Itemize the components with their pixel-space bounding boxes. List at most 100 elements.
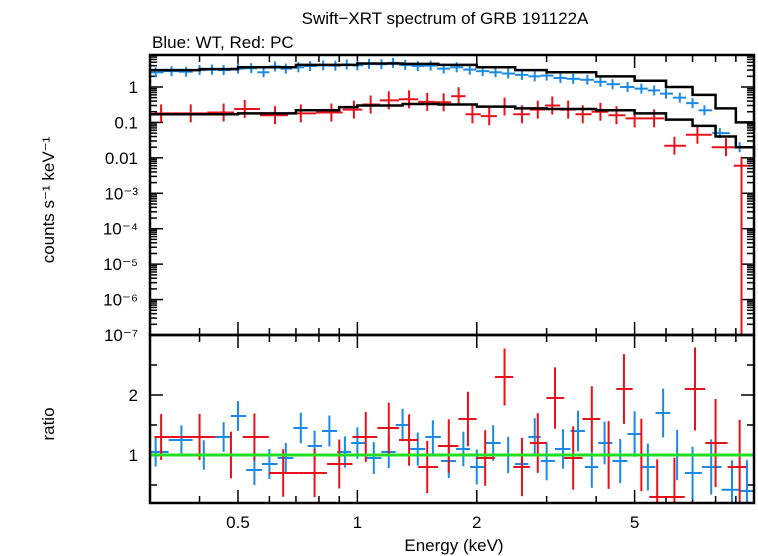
wt-spectrum-point: [620, 81, 635, 92]
model-step-line: [150, 62, 756, 131]
y-tick-label: 2: [129, 386, 138, 405]
y-tick-label: 10⁻³: [104, 184, 138, 203]
pc-ratio-point: [649, 459, 666, 502]
y-tick-label: 10⁻⁶: [103, 291, 138, 310]
pc-spectrum-point: [435, 93, 452, 112]
wt-ratio-point: [277, 442, 294, 474]
pc-spectrum-point: [529, 100, 546, 119]
pc-spectrum-point: [644, 109, 665, 128]
pc-spectrum-point: [664, 136, 686, 155]
y-tick-label: 10⁻⁷: [104, 326, 138, 345]
pc-spectrum-point: [207, 103, 235, 122]
pc-ratio-point: [377, 402, 399, 454]
pc-ratio-point: [727, 419, 747, 502]
model-step-line: [150, 102, 756, 158]
wt-ratio-point: [584, 446, 599, 488]
x-tick-label: 2: [472, 513, 481, 532]
pc-ratio-point: [705, 399, 728, 487]
wt-ratio-point: [230, 401, 247, 431]
wt-ratio-point: [701, 439, 722, 495]
wt-spectrum-point: [553, 72, 567, 83]
pc-ratio-point: [458, 391, 477, 447]
pc-spectrum-point: [342, 100, 363, 119]
wt-ratio-point: [598, 421, 613, 465]
pc-ratio-point: [242, 413, 269, 461]
pc-spectrum-point: [451, 87, 466, 106]
pc-ratio-point: [684, 347, 706, 431]
wt-spectrum-point: [698, 105, 713, 116]
wt-spectrum-point: [672, 92, 687, 103]
wt-spectrum-point: [528, 71, 541, 82]
pc-ratio-point: [494, 348, 514, 406]
pc-ratio-point: [476, 430, 495, 486]
x-tick-label: 1: [353, 513, 362, 532]
wt-ratio-point: [528, 418, 541, 456]
pc-spectrum-point: [608, 106, 626, 125]
pc-ratio-point: [546, 367, 565, 429]
pc-spectrum-point: [316, 103, 343, 122]
x-tick-label: 5: [630, 513, 639, 532]
wt-ratio-point: [293, 412, 308, 444]
pc-ratio-point: [438, 419, 459, 473]
wt-spectrum-point: [566, 73, 581, 84]
pc-spectrum-point: [234, 99, 260, 118]
chart-subtitle: Blue: WT, Red: PC: [152, 33, 294, 52]
pc-ratio-point: [326, 439, 353, 489]
wt-ratio-point: [554, 429, 571, 469]
pc-ratio-point: [268, 449, 299, 497]
pc-ratio-point: [154, 414, 181, 460]
data-marks: [149, 57, 756, 502]
wt-spectrum-point: [489, 67, 502, 78]
x-axis-label: Energy (keV): [404, 536, 503, 555]
wt-ratio-point: [213, 422, 231, 452]
wt-spectrum-point: [178, 66, 193, 77]
wt-ratio-point: [410, 432, 426, 466]
y-tick-label: 0.1: [114, 113, 138, 132]
wt-spectrum-point: [501, 68, 516, 79]
pc-spectrum-point: [259, 106, 288, 125]
wt-ratio-point: [321, 415, 338, 447]
pc-spectrum-point: [465, 105, 481, 124]
pc-ratio-point: [398, 414, 419, 466]
wt-spectrum-point: [280, 63, 293, 74]
wt-ratio-point: [739, 460, 754, 502]
wt-spectrum-point: [463, 64, 477, 75]
wt-ratio-point: [627, 411, 642, 457]
wt-spectrum-point: [515, 69, 529, 80]
pc-ratio-point: [529, 413, 547, 473]
y-tick-label: 10⁻⁴: [103, 220, 138, 239]
pc-ratio-point: [665, 457, 685, 502]
pc-ratio-point: [298, 448, 327, 498]
x-tick-label: 0.5: [226, 513, 250, 532]
wt-spectrum-point: [660, 88, 673, 99]
wt-ratio-point: [261, 448, 278, 480]
pc-spectrum-point: [685, 125, 712, 144]
y-tick-label: 1: [129, 446, 138, 465]
wt-ratio-point: [612, 438, 628, 484]
wt-ratio-point: [168, 425, 193, 455]
ratio-panel-frame: [148, 333, 756, 505]
wt-spectrum-point: [647, 85, 661, 96]
pc-ratio-point: [513, 437, 530, 497]
pc-spectrum-point: [545, 96, 561, 115]
pc-spectrum-point: [418, 92, 436, 111]
wt-ratio-point: [456, 431, 471, 467]
wt-ratio-point: [365, 442, 382, 474]
pc-ratio-point: [180, 413, 216, 461]
wt-ratio-point: [149, 437, 169, 467]
pc-ratio-point: [582, 386, 601, 452]
wt-spectrum-point: [580, 74, 594, 85]
wt-spectrum-point: [606, 79, 621, 90]
wt-spectrum-point: [424, 60, 438, 71]
wt-ratio-point: [655, 388, 671, 438]
wt-spectrum-point: [411, 61, 425, 72]
y-tick-label: 0.01: [105, 149, 138, 168]
wt-ratio-point: [395, 408, 411, 442]
wt-spectrum-point: [634, 83, 648, 94]
pc-spectrum-point: [480, 107, 497, 126]
pc-spectrum-point: [591, 102, 609, 121]
wt-spectrum-point: [257, 67, 270, 78]
wt-ratio-point: [641, 443, 656, 491]
pc-spectrum-point: [711, 138, 734, 157]
